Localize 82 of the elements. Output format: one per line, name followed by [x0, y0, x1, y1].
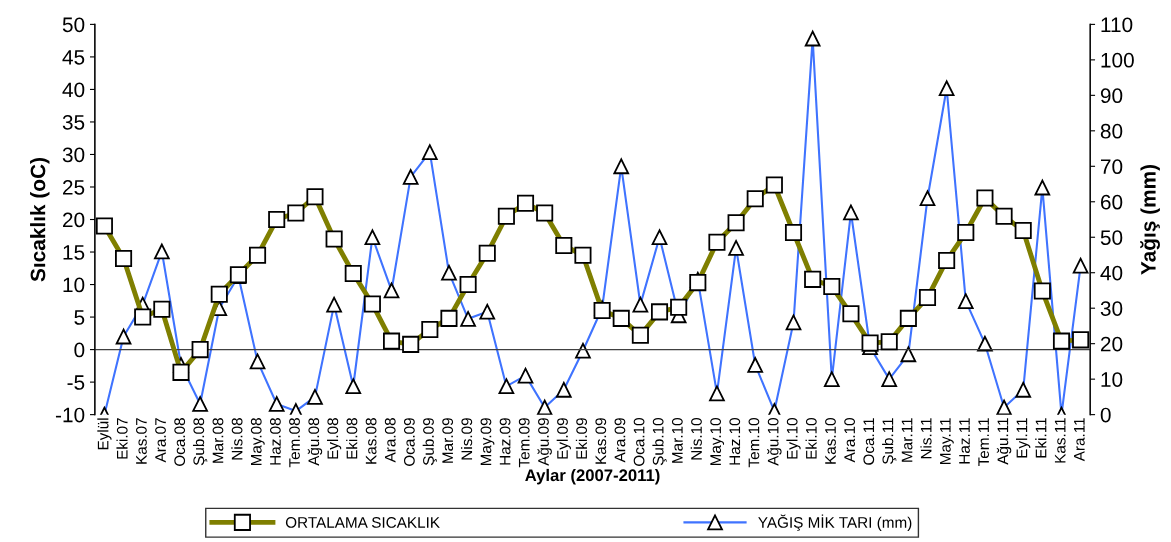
x-tick-label: May.10: [710, 418, 725, 466]
x-tick-label: Tem.10: [748, 418, 760, 468]
y2-tick-label: 70: [1100, 159, 1123, 175]
y-tick-label: 35: [62, 114, 85, 130]
y-tick-label: 20: [63, 212, 85, 228]
y-tick-label: 50: [62, 17, 85, 33]
x-tick-label: Eki.07: [116, 418, 128, 459]
x-tick-label: Eki.11: [1035, 418, 1047, 458]
y-tick-label: -10: [55, 407, 85, 423]
x-tick-label: Ağu.09: [537, 418, 552, 466]
x-tick-label: Eyl.08: [327, 418, 342, 459]
y-tick-label: 5: [74, 310, 85, 325]
x-tick-label: Nis.10: [690, 418, 702, 460]
x-tick-label: Oca.11: [863, 418, 875, 465]
x-tick-label: Eyl.11: [1016, 418, 1031, 458]
x-tick-label: Oca.10: [633, 418, 645, 466]
x-tick-label: May.11: [940, 418, 954, 464]
x-tick-label: Ağu.11: [996, 418, 1012, 465]
x-tick-label: Eyl.09: [556, 418, 571, 459]
x-tick-label: Eyl.10: [786, 418, 801, 459]
x-tick-label: Nis.08: [231, 418, 243, 460]
y2-tick-label: 20: [1100, 336, 1123, 352]
x-tick-label: Ağu.08: [307, 418, 323, 466]
y-axis-title: Sıcaklık (oC): [30, 158, 50, 282]
y-tick-label: 45: [62, 50, 85, 65]
x-tick-label: Mar.10: [671, 418, 683, 463]
x-tick-label: Haz.08: [269, 418, 281, 465]
y2-tick-label: 10: [1101, 372, 1123, 387]
x-tick-label: Kas.11: [1054, 418, 1066, 463]
x-tick-label: Mar.11: [901, 418, 913, 462]
x-tick-label: Şub.10: [652, 418, 667, 466]
x-tick-label: Haz.10: [729, 418, 741, 465]
x-tick-label: Tem.09: [518, 418, 530, 468]
x-tick-label: Eylül: [97, 418, 112, 450]
x-tick-label: Ara.08: [384, 418, 396, 463]
x-tick-label: Eki.10: [805, 418, 817, 459]
x-tick-label: Nis.11: [920, 418, 932, 459]
x-tick-label: Şub.08: [192, 418, 208, 466]
legend-label: YAĞIŞ MİK TARI (mm): [758, 514, 912, 531]
y-tick-label: 30: [62, 147, 85, 163]
x-tick-label: May.08: [250, 418, 265, 466]
y-tick-label: 0: [74, 342, 85, 358]
y-tick-label: 10: [63, 277, 85, 293]
x-tick-label: Oca.08: [174, 418, 186, 466]
x-tick-label: Şub.11: [882, 418, 897, 465]
x-tick-label: Haz.11: [959, 418, 970, 464]
x-tick-label: Ara.09: [614, 418, 626, 463]
x-tick-label: Eki.09: [575, 418, 588, 459]
x-tick-label: Ara.10: [844, 418, 856, 463]
y-tick-label: 40: [62, 82, 85, 98]
legend-label: ORTALAMA SICAKLIK: [285, 517, 440, 528]
x-tick-label: Mar.09: [442, 418, 454, 463]
y2-tick-label: 0: [1100, 407, 1111, 423]
x-tick-label: Haz.09: [499, 418, 511, 465]
x-tick-label: Kas.10: [825, 418, 836, 464]
x-axis-title: Aylar (2007-2011): [525, 468, 660, 485]
y-tick-label: -5: [67, 375, 85, 390]
y2-tick-label: 110: [1101, 17, 1133, 33]
x-tick-label: Ara.07: [155, 418, 166, 463]
y2-tick-label: 30: [1100, 301, 1123, 316]
y-tick-label: 15: [63, 245, 85, 260]
x-tick-label: Ara.11: [1074, 418, 1085, 462]
x-tick-label: May.09: [480, 418, 495, 466]
x-tick-label: Oca.09: [403, 418, 415, 466]
y2-tick-label: 90: [1100, 88, 1123, 104]
x-tick-label: Tem.08: [289, 418, 300, 468]
x-tick-label: Kas.08: [365, 418, 377, 464]
x-tick-label: Şub.09: [422, 418, 437, 466]
y2-axis-title: Yağış (mm): [1140, 164, 1160, 275]
x-tick-label: Mar.08: [212, 418, 224, 463]
y2-tick-label: 50: [1100, 230, 1123, 245]
y2-tick-label: 60: [1100, 194, 1123, 210]
x-tick-label: Eki.08: [346, 418, 358, 459]
x-tick-label: Nis.09: [460, 418, 473, 460]
x-tick-label: Kas.07: [135, 418, 147, 464]
x-tick-label: Kas.09: [595, 418, 607, 464]
x-tick-label: Ağu.10: [767, 418, 782, 466]
y2-tick-label: 40: [1100, 265, 1123, 281]
y-tick-label: 25: [63, 179, 85, 195]
y2-tick-label: 100: [1101, 52, 1134, 68]
y2-tick-label: 80: [1100, 123, 1123, 139]
x-tick-label: Tem.11: [978, 418, 990, 467]
